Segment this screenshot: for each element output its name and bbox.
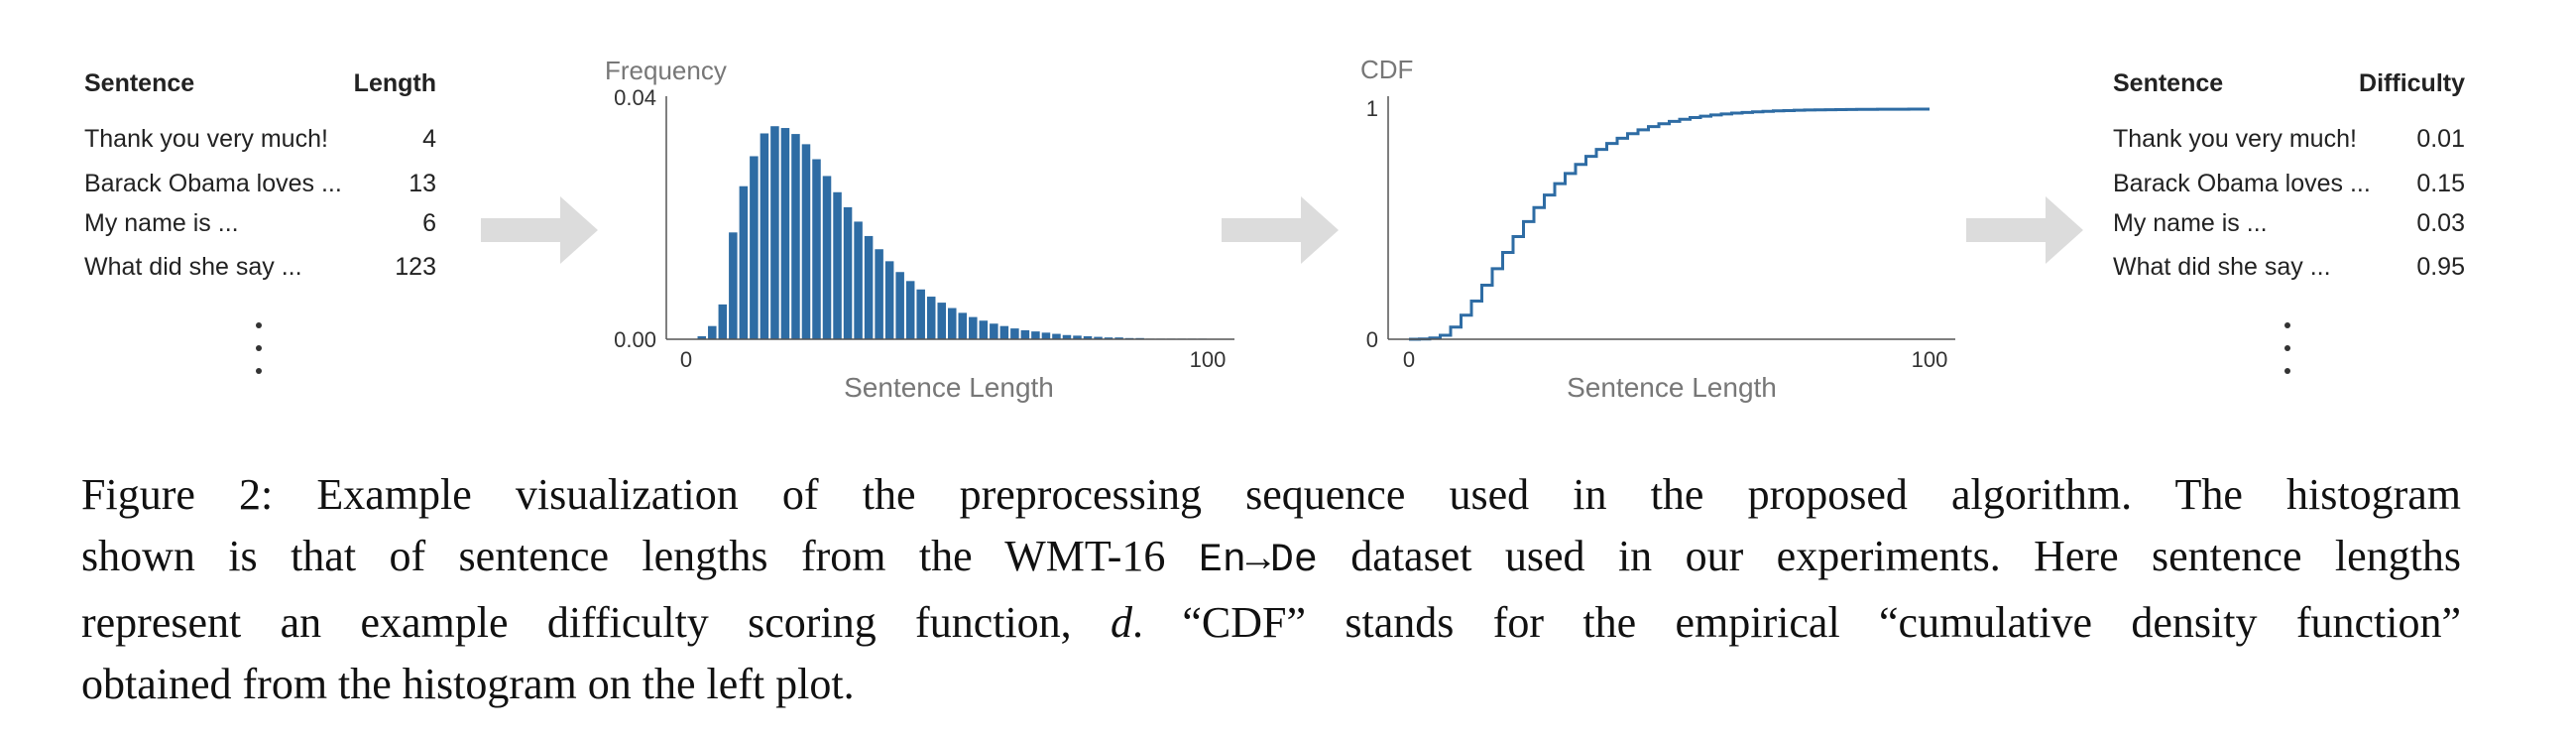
histogram-bar: [750, 156, 759, 339]
cdf-y-axis-title: CDF: [1360, 55, 1413, 84]
left-table-continuation-dots: [254, 322, 264, 391]
histogram-bar: [1010, 328, 1019, 339]
right-table-header-sentence: Sentence: [2113, 69, 2224, 97]
histogram-bar: [1031, 331, 1040, 339]
hist-x-axis-title: Sentence Length: [844, 372, 1054, 403]
arrow-right-icon: [481, 196, 598, 264]
caption-line: obtained from the histogram on the left …: [81, 660, 855, 708]
histogram-bar: [884, 261, 894, 339]
left-table-row-sentence: Barack Obama loves ...: [84, 170, 342, 197]
right-table-row-sentence: Barack Obama loves ...: [2113, 170, 2371, 197]
histogram-bar: [895, 272, 904, 339]
left-table-row-value: 13: [409, 170, 436, 197]
hist-x-tick-label: 0: [680, 347, 692, 372]
caption-figure-label: Figure 2:: [81, 470, 274, 519]
right-table-row-sentence: My name is ...: [2113, 209, 2268, 237]
left-table-row-sentence: What did she say ...: [84, 253, 302, 281]
histogram-bar: [791, 134, 800, 339]
histogram-bar: [958, 312, 968, 339]
cdf-y-tick-label: 1: [1366, 96, 1378, 121]
histogram-bar: [833, 191, 842, 339]
right-table-header-difficulty: Difficulty: [2359, 69, 2465, 97]
histogram-bar: [999, 325, 1009, 339]
histogram-bar: [708, 325, 717, 339]
left-table-row-sentence: My name is ...: [84, 209, 239, 237]
cdf-step-line: [1409, 107, 1930, 341]
right-table-row-value: 0.03: [2416, 209, 2465, 237]
histogram-bar: [760, 133, 769, 339]
histogram-bar: [969, 316, 978, 339]
left-table-row-value: 6: [422, 209, 436, 237]
hist-y-tick-label: 0.04: [614, 85, 656, 110]
histogram-bar: [1020, 329, 1030, 339]
histogram-bar: [875, 249, 883, 339]
arrow-right-icon: [1966, 196, 2083, 264]
hist-x-tick-label: 100: [1190, 347, 1227, 372]
histogram-bar: [1187, 338, 1197, 339]
histogram-bar: [905, 281, 915, 339]
left-table-row-value: 4: [422, 125, 436, 153]
caption-line: shown is that of sentence lengths from t…: [81, 532, 2462, 583]
left-table-header-length: Length: [353, 69, 436, 97]
left-table-header-sentence: Sentence: [84, 69, 195, 97]
left-table-row-value: 123: [395, 253, 436, 281]
right-table-row-value: 0.01: [2416, 125, 2465, 153]
histogram-bar: [1094, 336, 1103, 339]
histogram-bar: [801, 144, 811, 339]
histogram-bar: [1124, 337, 1134, 339]
histogram-bar: [1114, 337, 1123, 339]
cdf-y-tick-label: 0: [1366, 327, 1378, 352]
right-table-row-value: 0.95: [2416, 253, 2465, 281]
left-table-row-sentence: Thank you very much!: [84, 125, 328, 153]
histogram-bar: [812, 159, 821, 339]
left-table: Sentence Length Thank you very much! 4 B…: [84, 69, 436, 281]
histogram-bar: [1104, 337, 1113, 339]
histogram-bar: [1177, 338, 1186, 339]
histogram-bar: [1135, 337, 1144, 339]
arrow-right-icon: [1222, 196, 1339, 264]
histogram-bar: [937, 303, 946, 339]
histogram-bar: [1073, 335, 1082, 339]
histogram-bar: [1052, 333, 1061, 339]
histogram-bar: [1145, 338, 1155, 339]
histogram-bar: [1041, 332, 1051, 339]
histogram-bar: [926, 297, 936, 339]
caption-dataset-code: En→De: [1198, 539, 1318, 583]
histogram-bar: [1166, 338, 1176, 339]
histogram-bar: [1198, 338, 1207, 339]
right-table-row-sentence: What did she say ...: [2113, 253, 2331, 281]
histogram-bar: [718, 304, 728, 339]
histogram-bar: [990, 323, 998, 339]
histogram-bar: [979, 320, 989, 339]
caption-line: Figure 2: Example visualization of the p…: [81, 470, 2461, 519]
right-table-continuation-dots: [2283, 322, 2292, 391]
histogram-bar: [854, 221, 863, 339]
histogram-bar: [864, 235, 874, 339]
right-table-row-sentence: Thank you very much!: [2113, 125, 2357, 153]
histogram-bar: [843, 206, 853, 339]
cdf-x-tick-label: 100: [1912, 347, 1948, 372]
histogram-bar: [770, 126, 779, 339]
histogram-bar: [739, 185, 749, 339]
right-table: Sentence Difficulty Thank you very much!…: [2113, 69, 2465, 281]
cdf-x-tick-label: 0: [1403, 347, 1415, 372]
histogram-bar: [729, 232, 738, 339]
histogram-bar: [780, 128, 790, 339]
histogram-bar: [1062, 334, 1072, 339]
histogram-bar: [948, 308, 957, 339]
caption-line: represent an example difficulty scoring …: [81, 598, 2462, 647]
histogram-bar: [1083, 335, 1093, 339]
histogram-bars: [697, 126, 1207, 339]
right-table-row-value: 0.15: [2416, 170, 2465, 197]
caption-variable-d: d: [1111, 598, 1133, 647]
histogram-bar: [916, 289, 925, 339]
histogram-bar: [822, 176, 832, 339]
histogram-bar: [1156, 338, 1165, 339]
hist-y-tick-label: 0.00: [614, 327, 656, 352]
figure-caption: Figure 2: Example visualization of the p…: [81, 464, 2461, 715]
hist-y-axis-title: Frequency: [605, 56, 727, 85]
cdf-x-axis-title: Sentence Length: [1567, 372, 1777, 403]
histogram-bar: [697, 335, 707, 339]
